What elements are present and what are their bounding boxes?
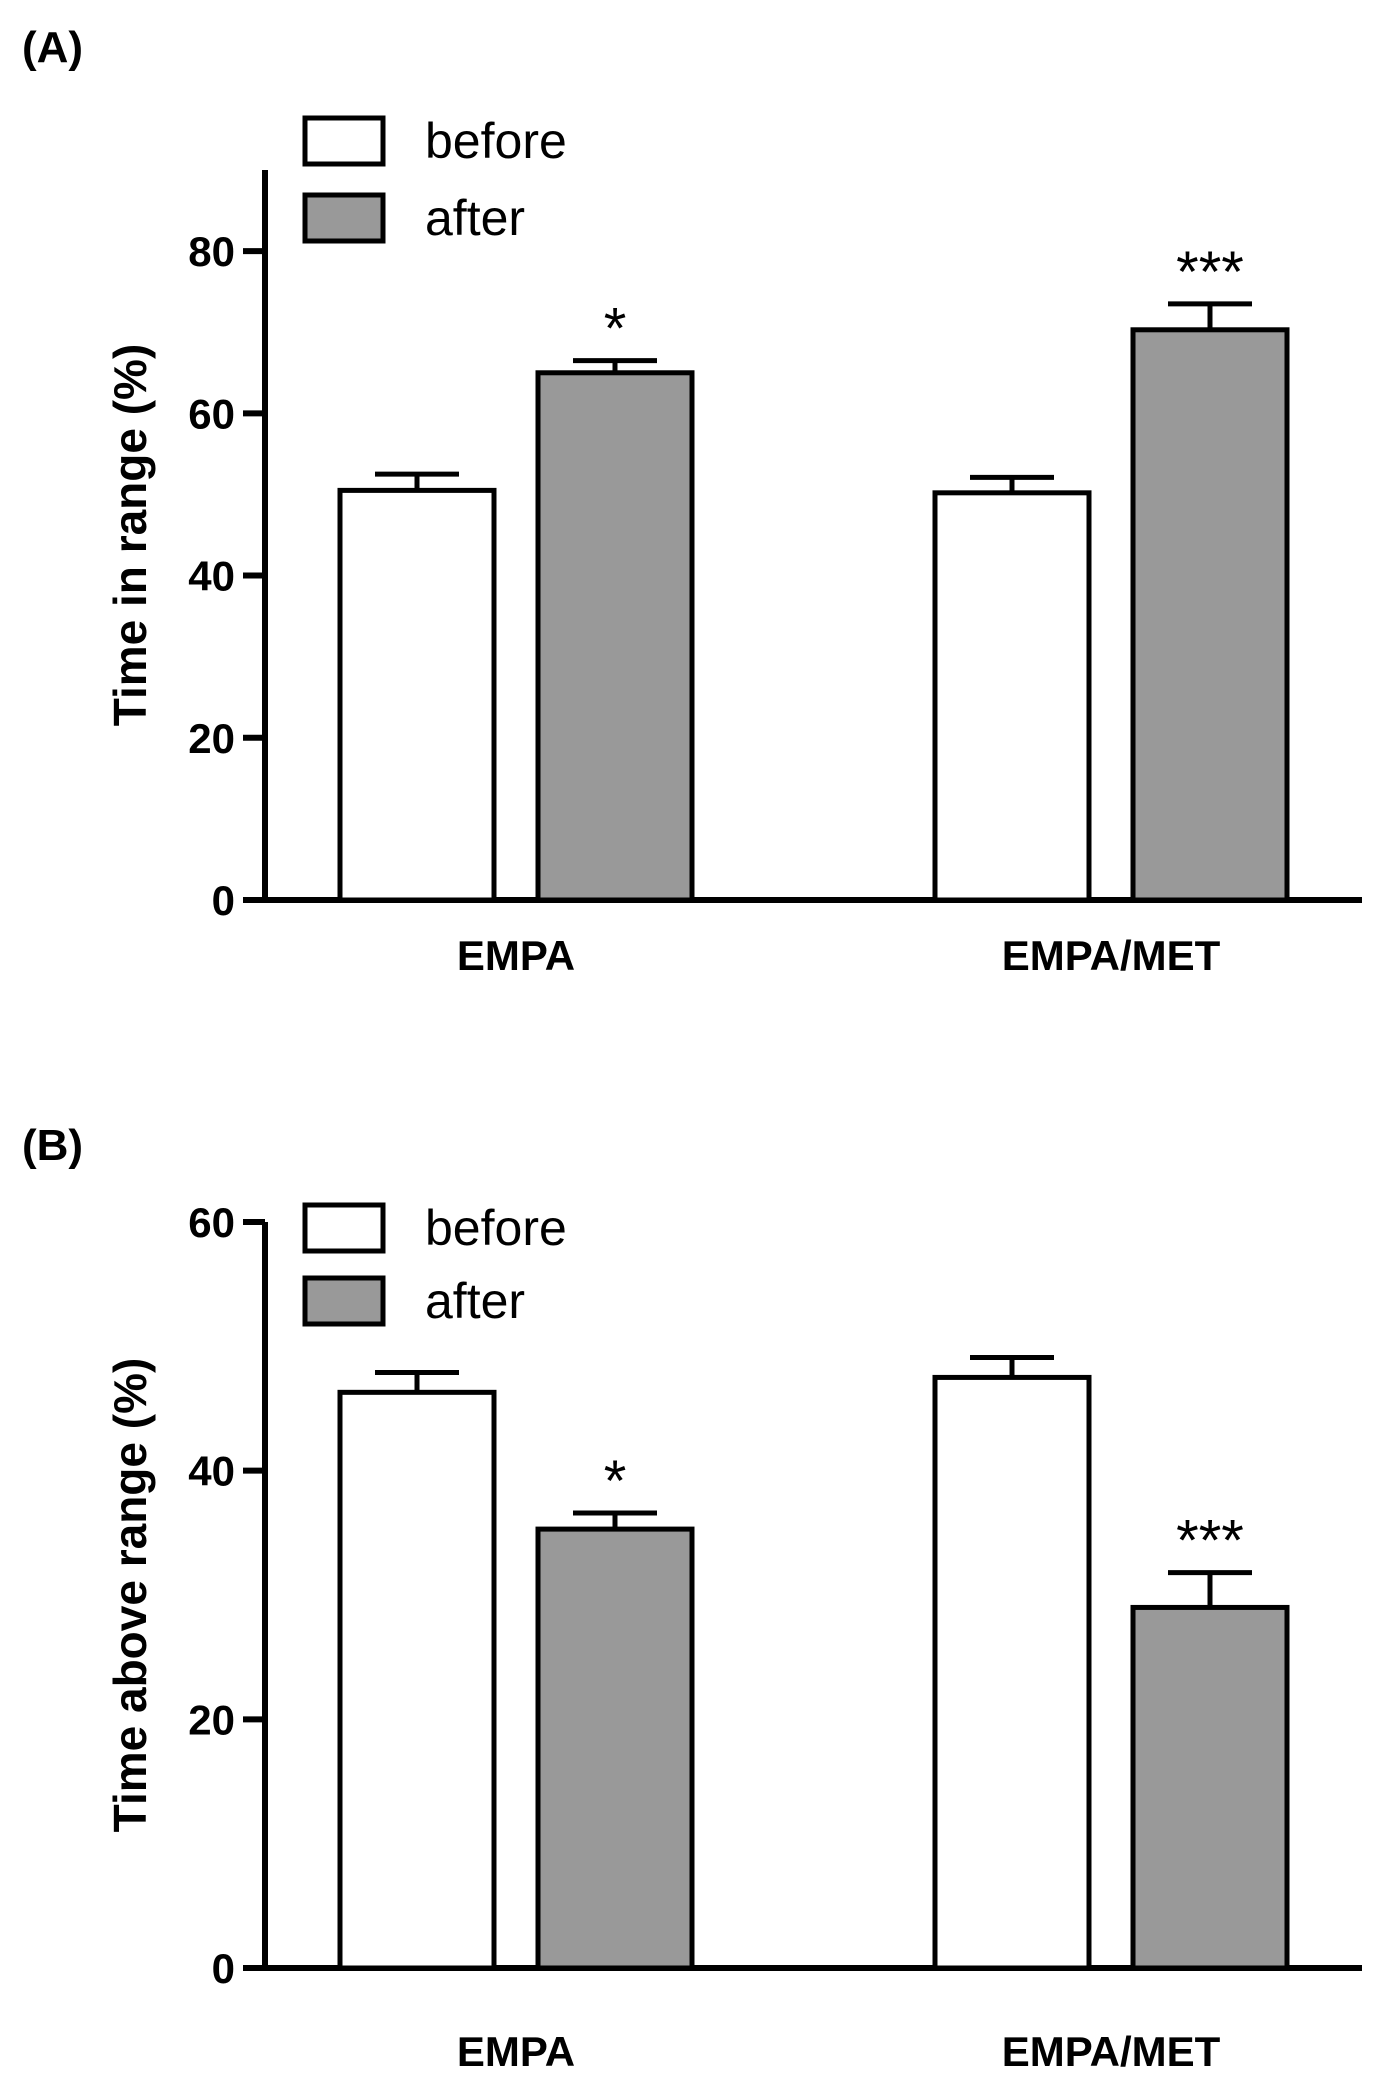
y-axis-title: Time above range (%) bbox=[104, 1358, 156, 1833]
y-tick-label: 0 bbox=[212, 1945, 235, 1992]
y-tick-label: 20 bbox=[188, 1696, 235, 1743]
bar-before-empa-met bbox=[932, 490, 1092, 903]
bar-after-empa bbox=[535, 370, 695, 903]
legend-swatch-after bbox=[302, 192, 386, 244]
bar-before-empa-met bbox=[932, 1374, 1092, 1971]
y-axis-title: Time in range (%) bbox=[104, 344, 156, 727]
category-label: EMPA/MET bbox=[1002, 2028, 1221, 2075]
y-tick-label: 60 bbox=[188, 390, 235, 437]
y-tick-label: 20 bbox=[188, 715, 235, 762]
panel-label: (B) bbox=[22, 1121, 83, 1170]
y-tick-label: 60 bbox=[188, 1199, 235, 1246]
significance-marker: * bbox=[604, 1449, 627, 1514]
panel-label: (A) bbox=[22, 23, 83, 72]
legend-swatch-before bbox=[302, 1202, 386, 1254]
category-label: EMPA bbox=[457, 932, 575, 979]
legend-swatch-before bbox=[302, 115, 386, 167]
significance-marker: *** bbox=[1176, 1509, 1244, 1574]
y-tick-label: 40 bbox=[188, 1448, 235, 1495]
bar-before-empa bbox=[337, 1389, 497, 1971]
legend-swatch-after bbox=[302, 1275, 386, 1327]
legend-label-after: after bbox=[425, 1273, 525, 1329]
y-tick-label: 0 bbox=[212, 877, 235, 924]
legend-label-after: after bbox=[425, 190, 525, 246]
category-label: EMPA bbox=[457, 2028, 575, 2075]
category-label: EMPA/MET bbox=[1002, 932, 1221, 979]
bar-before-empa bbox=[337, 487, 497, 903]
legend-label-before: before bbox=[425, 113, 567, 169]
significance-marker: *** bbox=[1176, 240, 1244, 305]
bar-after-empa bbox=[535, 1526, 695, 1971]
y-tick-label: 40 bbox=[188, 553, 235, 600]
significance-marker: * bbox=[604, 297, 627, 362]
bar-after-empa-met bbox=[1130, 1604, 1290, 1971]
bar-after-empa-met bbox=[1130, 327, 1290, 903]
legend-label-before: before bbox=[425, 1200, 567, 1256]
y-tick-label: 80 bbox=[188, 228, 235, 275]
